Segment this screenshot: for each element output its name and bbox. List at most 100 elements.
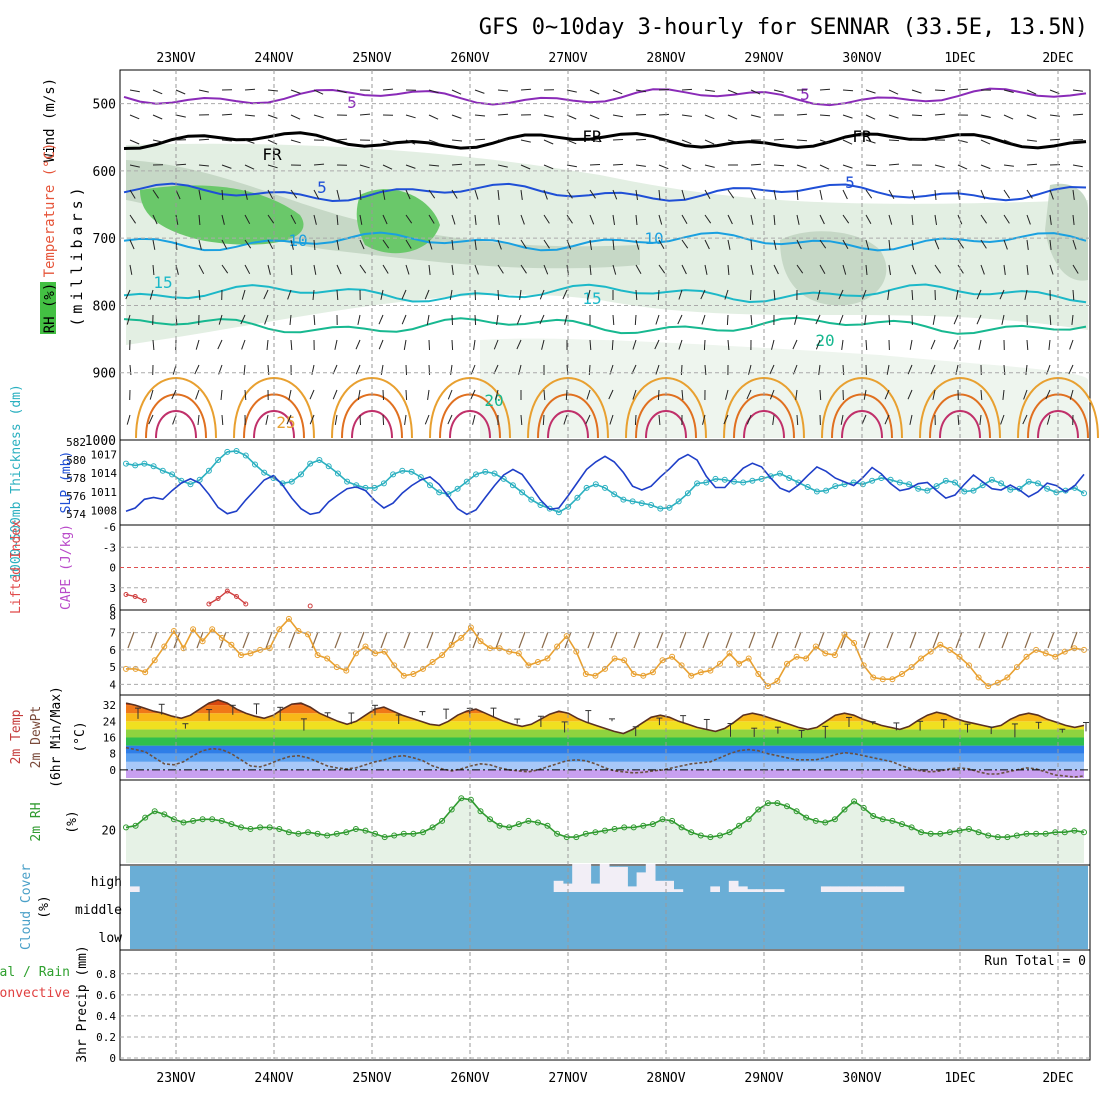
wind-barb [378,339,384,350]
wind-barb [336,289,339,301]
wind-barb [1022,414,1028,425]
wind-barb [727,89,738,95]
wind10m-barb [518,631,526,649]
wind-barb [980,139,991,145]
wind-barb [198,214,201,226]
thickness-tick-label: 582 [66,436,86,449]
wind-barb [704,89,715,92]
isotherm-15 [123,283,1087,304]
wind10m-barb [840,631,848,649]
wind-barb [658,239,665,249]
wind-barb [172,414,177,425]
wind-barb [888,264,891,275]
wind-barb [290,214,297,225]
wind-barb [221,139,232,142]
thickness-point [298,471,304,478]
wind-barb [267,164,278,169]
rh2m-units: (%) [65,810,80,833]
wind-barb [404,414,407,425]
thickness-point [205,467,212,474]
wind-barb [704,164,715,168]
wind-barb [175,163,187,166]
rh-shade-area [780,231,887,306]
wind-barb [612,89,623,95]
wind-barb [474,264,479,275]
wind-barb [817,289,821,300]
wind-barb [842,189,848,200]
wind-barb [290,239,294,250]
wind-barb [957,414,960,426]
wind-barb [842,114,853,119]
wind-barb [175,114,186,118]
wind-barb [724,289,729,300]
rh2m-point [726,829,733,836]
wind-barb [126,314,131,325]
wind-barb [152,264,155,276]
wind-barb [838,289,844,300]
date-label-top: 1DEC [944,51,975,66]
wind-barb [957,164,968,170]
wind-barb [516,314,522,325]
wind-barb [657,389,660,401]
wind10m-point [525,662,532,669]
wind-barb [1049,189,1054,200]
cloud-bar [765,889,776,892]
wind-barb [819,239,827,249]
cloud-bar [618,866,628,892]
wind-barb [497,189,500,200]
wind-barb [426,314,430,325]
wind-barb [355,339,361,350]
wind-barb [336,138,348,141]
wind-barb [863,389,867,400]
wind-barb [657,289,660,301]
wind-barb [313,264,317,275]
wind-barb [704,214,712,224]
wind-barb [750,239,753,251]
date-label-bottom: 25NOV [352,1071,391,1086]
wind-barb [750,264,754,275]
wind-barb [909,414,913,425]
thickness-point [215,457,222,463]
wind10m-point [669,653,676,660]
wind-barb [1026,163,1038,166]
wind-barb [773,264,779,275]
wind10m-point [899,671,905,677]
wind10m-point [544,655,551,662]
wind-barb [336,264,342,275]
wind-barb [658,189,661,201]
thickness-point [325,463,332,470]
wind-barb [564,314,568,325]
date-label-bottom: 24NOV [254,1071,293,1086]
wind-barb [148,414,154,425]
wind-barb [1049,239,1052,250]
wind-barb [566,114,577,120]
wind-barb [240,314,246,325]
warm-contour [351,410,393,439]
wind-barb [539,314,545,325]
wind-barb [772,414,775,425]
wind-barb [221,189,224,201]
thickness-slp-lines [123,448,1087,516]
wind-barb [911,239,914,250]
wind10m-barb [1024,631,1032,649]
wind-barb [976,289,982,300]
wind-barb [221,239,228,250]
wind10m-point [314,652,321,659]
thickness-point [1081,490,1087,497]
wind-barb [796,113,808,116]
thickness-point [463,478,470,485]
wind-barb [267,139,278,145]
wind-barb [543,264,549,275]
wind10m-tick-label: 6 [109,644,116,657]
thickness-point [933,483,940,490]
wind-barb [748,364,752,375]
wind10m-point [784,660,790,667]
wind-barb [129,239,135,250]
wind-barb [129,214,137,224]
wind-barb [198,289,201,301]
date-label-bottom: 2DEC [1042,1071,1073,1086]
wind10m-point [458,634,465,641]
isotherm-label: 5 [845,173,855,192]
wind-barb [288,389,292,400]
